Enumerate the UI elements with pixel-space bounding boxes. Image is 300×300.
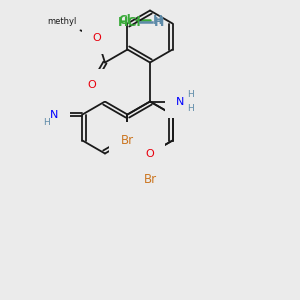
Text: H: H (153, 14, 163, 26)
Text: H: H (187, 90, 194, 99)
Text: N: N (176, 97, 184, 106)
Text: O: O (88, 80, 96, 90)
Text: H: H (187, 104, 194, 113)
Text: N: N (50, 110, 59, 119)
Text: Cl: Cl (118, 14, 131, 26)
Text: Br: Br (143, 173, 157, 186)
Text: HCl: HCl (118, 16, 142, 28)
Text: O: O (146, 148, 154, 158)
Text: O: O (93, 33, 101, 43)
Text: methyl: methyl (47, 17, 76, 26)
Text: H: H (154, 16, 164, 28)
Text: Br: Br (121, 134, 134, 147)
Text: H: H (43, 118, 50, 127)
